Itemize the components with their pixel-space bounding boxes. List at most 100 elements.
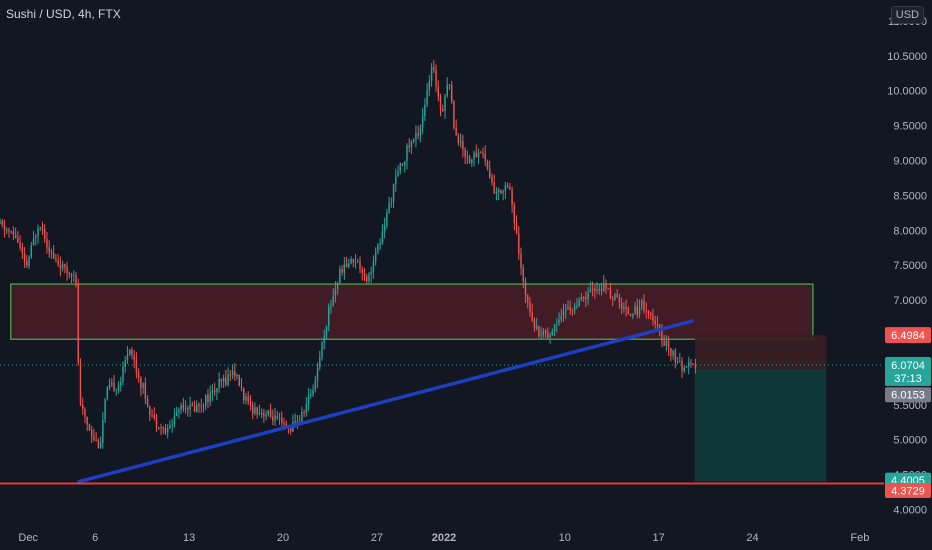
candle-body <box>191 404 194 406</box>
candle-body <box>198 404 200 406</box>
candle-body <box>202 405 205 407</box>
candle-body <box>471 159 473 163</box>
y-tick-label: 7.0000 <box>893 295 927 307</box>
candle-body <box>455 127 457 136</box>
candle-body <box>258 412 261 415</box>
candle-body <box>480 152 482 154</box>
candle-body <box>39 227 41 229</box>
candle-body <box>404 161 406 166</box>
candle-body <box>424 104 426 117</box>
candle-body <box>218 378 220 389</box>
candle-body <box>243 388 245 401</box>
candle-body <box>276 415 279 418</box>
candle-body <box>171 424 173 426</box>
candle-body <box>587 292 589 300</box>
candle-body <box>473 152 475 160</box>
y-tick-label: 5.5000 <box>893 400 927 412</box>
candle-body <box>73 275 75 277</box>
candle-body <box>106 387 109 399</box>
candle-body <box>388 203 390 213</box>
candle-body <box>493 182 495 194</box>
candle-body <box>500 190 502 194</box>
candle-body <box>412 139 415 142</box>
candle-body <box>231 370 234 376</box>
candle-body <box>305 404 308 413</box>
candle-body <box>113 382 115 391</box>
candle-body <box>334 289 337 297</box>
candle-body <box>618 297 621 304</box>
candle-body <box>227 374 229 385</box>
candle-body <box>213 390 216 393</box>
candle-body <box>383 225 386 232</box>
candle-body <box>457 135 460 143</box>
candle-body <box>433 67 435 70</box>
candle-body <box>316 367 319 381</box>
candle-body <box>341 268 343 273</box>
y-tick-label: 8.0000 <box>893 225 927 237</box>
candle-body <box>180 405 182 410</box>
candle-body <box>122 366 124 382</box>
symbol-title[interactable]: Sushi / USD, 4h, FTX <box>6 7 121 21</box>
candle-body <box>267 410 270 416</box>
candle-body <box>578 300 580 307</box>
candle-body <box>690 362 692 364</box>
candle-body <box>623 306 625 309</box>
candle-body <box>26 261 28 266</box>
candle-body <box>502 191 504 194</box>
candle-body <box>350 258 352 264</box>
candle-body <box>99 442 102 448</box>
candle-body <box>468 156 471 163</box>
candle-body <box>336 282 339 290</box>
candle-body <box>538 325 540 337</box>
support-price-badge-bg <box>885 482 931 498</box>
candle-body <box>598 288 601 291</box>
candle-body <box>182 405 185 409</box>
candle-body <box>193 405 196 412</box>
candle-body <box>111 382 113 385</box>
y-tick-label: 9.0000 <box>893 156 927 168</box>
candle-body <box>23 253 26 262</box>
candle-body <box>0 220 1 224</box>
candle-body <box>634 306 636 315</box>
candle-body <box>397 171 399 177</box>
candle-body <box>310 394 312 397</box>
candle-body <box>155 417 158 428</box>
candle-body <box>189 404 191 410</box>
candle-body <box>131 349 133 356</box>
candle-body <box>204 394 207 406</box>
candle-body <box>357 261 359 263</box>
take-profit-zone <box>694 368 827 482</box>
candle-body <box>1 220 3 225</box>
candle-body <box>104 398 106 420</box>
candle-body <box>688 362 690 367</box>
currency-button[interactable]: USD <box>890 6 924 24</box>
candle-body <box>17 238 19 243</box>
candle-body <box>645 310 647 312</box>
candle-body <box>55 258 57 261</box>
candle-body <box>475 152 478 158</box>
candle-body <box>135 360 138 372</box>
candle-body <box>694 364 697 369</box>
candle-body <box>234 370 236 377</box>
candle-body <box>683 367 685 371</box>
candle-body <box>392 184 395 203</box>
candle-body <box>37 228 39 237</box>
candle-body <box>428 80 431 90</box>
candle-body <box>679 361 681 363</box>
candle-body <box>108 384 111 388</box>
candle-body <box>294 421 296 423</box>
candle-body <box>444 95 446 112</box>
candle-body <box>524 281 527 296</box>
candle-body <box>558 319 560 324</box>
candle-body <box>124 360 126 367</box>
candle-body <box>390 202 393 204</box>
candle-body <box>661 328 663 341</box>
candle-body <box>32 238 35 246</box>
candle-body <box>368 274 370 282</box>
candle-body <box>207 394 209 403</box>
candle-body <box>518 233 520 254</box>
candle-body <box>142 383 144 388</box>
candle-body <box>249 401 252 406</box>
candle-body <box>426 89 428 105</box>
